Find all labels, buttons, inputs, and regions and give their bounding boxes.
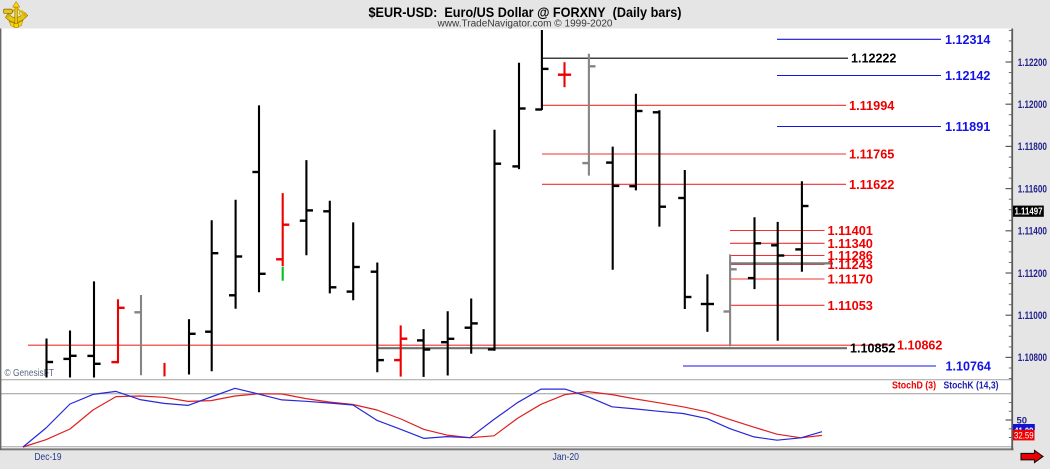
svg-text:1.11800: 1.11800 [1018,141,1047,153]
svg-text:1.11401: 1.11401 [828,223,873,238]
svg-text:1.12222: 1.12222 [851,51,896,66]
svg-text:1.11600: 1.11600 [1018,183,1047,195]
svg-text:1.11243: 1.11243 [828,257,873,272]
svg-text:1.11891: 1.11891 [945,119,990,134]
svg-text:1.12000: 1.12000 [1018,99,1047,111]
svg-text:StochD (3): StochD (3) [892,381,936,392]
svg-text:Dec-19: Dec-19 [35,451,62,463]
svg-text:32.59: 32.59 [1014,431,1034,441]
svg-text:1.11000: 1.11000 [1018,310,1047,322]
svg-text:1.11053: 1.11053 [828,298,873,313]
svg-text:1.12314: 1.12314 [945,32,991,47]
svg-text:$EUR-USD: Euro/US Dollar @ FO: $EUR-USD: Euro/US Dollar @ FORXNY (Daily… [369,5,682,20]
svg-text:1.10764: 1.10764 [946,359,992,374]
svg-text:1.11765: 1.11765 [849,147,894,162]
svg-text:1.10852: 1.10852 [850,340,895,355]
svg-text:1.11994: 1.11994 [849,98,895,113]
svg-text:1.10800: 1.10800 [1018,352,1047,364]
svg-text:1.11400: 1.11400 [1018,226,1047,238]
svg-text:1.12200: 1.12200 [1018,57,1047,69]
svg-text:Jan-20: Jan-20 [553,451,580,463]
svg-text:50: 50 [1017,416,1028,427]
svg-text:1.11286: 1.11286 [828,248,873,263]
svg-text:1.10862: 1.10862 [897,338,942,353]
svg-text:1.11170: 1.11170 [828,272,873,287]
svg-text:StochK (14,3): StochK (14,3) [944,381,999,392]
svg-text:1.11340: 1.11340 [828,236,873,251]
svg-text:1.11200: 1.11200 [1018,268,1047,280]
svg-text:1.11622: 1.11622 [849,177,894,192]
svg-text:1.12142: 1.12142 [945,68,990,83]
svg-text:41.09: 41.09 [1014,426,1033,436]
svg-text:1.11497: 1.11497 [1015,207,1043,218]
svg-text:© GenesisFT: © GenesisFT [5,368,55,379]
svg-text:www.TradeNavigator.com © 1999-: www.TradeNavigator.com © 1999-2020 [436,19,612,30]
